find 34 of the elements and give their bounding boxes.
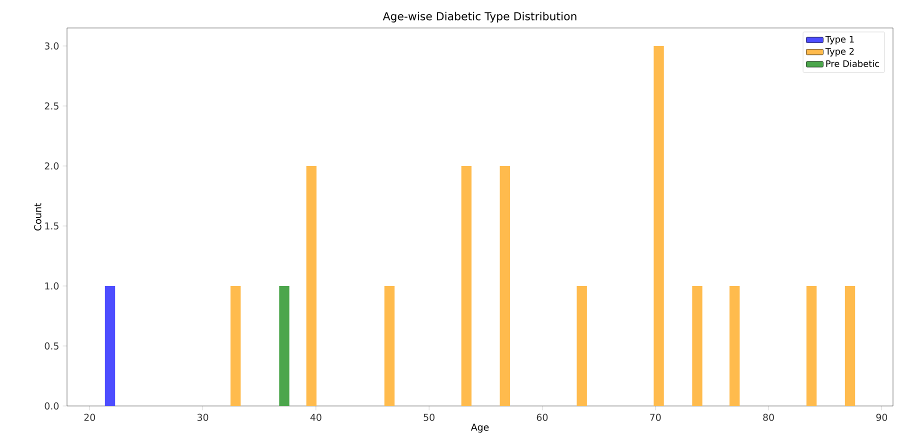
x-tick-label: 70 [650,414,661,421]
y-tick-label: 1.5 [45,222,58,230]
y-tick-label: 0.5 [44,342,58,350]
bar [461,166,472,406]
x-axis-title: Age [470,424,489,433]
y-tick-label: 1.0 [45,282,59,290]
y-tick-label: 2.5 [44,102,58,110]
x-tick-label: 90 [876,414,888,421]
bar [730,286,740,406]
x-tick-label: 20 [84,414,96,421]
bar [576,286,587,406]
x-tick-label: 30 [197,414,208,421]
bar [230,286,241,406]
x-tick-label: 80 [763,414,774,421]
bar [279,286,290,406]
bar [384,286,395,406]
x-tick-label: 60 [536,414,548,421]
legend-label: Type 1 [825,36,854,44]
bar [500,166,510,406]
x-tick-label: 50 [424,414,434,421]
legend-label: Type 2 [825,48,854,56]
bar [806,286,817,406]
bar [306,166,317,406]
bar [844,286,856,406]
y-axis-title: Count [34,203,42,231]
chart-title: Age-wise Diabetic Type Distribution [382,12,576,22]
bar [654,46,664,406]
y-tick-label: 0.0 [44,402,59,410]
y-tick-label: 2.0 [44,162,59,170]
legend-label: Pre Diabetic [826,60,880,68]
bar [104,286,116,406]
bar [692,286,702,406]
x-tick-label: 40 [310,414,322,421]
y-tick-label: 3.0 [44,42,59,50]
